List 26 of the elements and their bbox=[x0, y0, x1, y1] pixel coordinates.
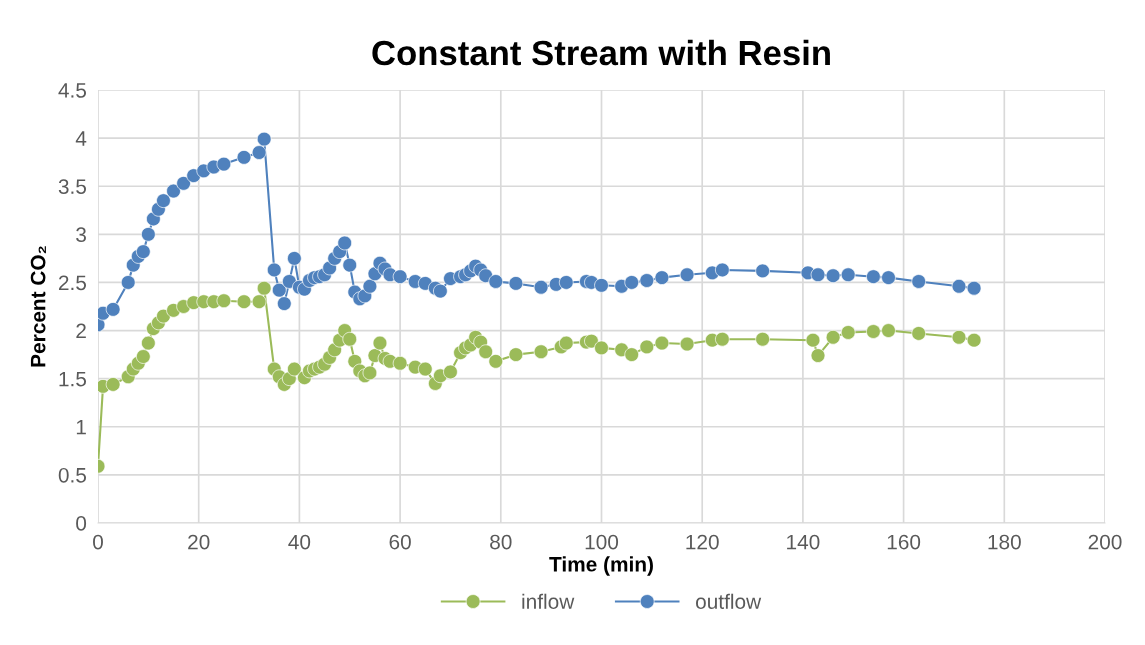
y-axis-title: Percent CO₂ bbox=[30, 246, 46, 367]
chart-title: Constant Stream with Resin bbox=[372, 39, 830, 66]
x-tick-label: 80 bbox=[490, 534, 512, 550]
x-tick-label: 20 bbox=[188, 534, 210, 550]
x-tick-label: 40 bbox=[288, 534, 311, 550]
x-tick-label: 0 bbox=[93, 534, 103, 550]
x-tick-label: 100 bbox=[585, 534, 619, 550]
y-tick-label: 3.5 bbox=[58, 179, 87, 194]
y-tick-label: 3 bbox=[76, 227, 86, 243]
y-tick-label: 1.5 bbox=[59, 371, 87, 387]
y-tick-label: 4.5 bbox=[58, 83, 87, 98]
x-tick-label: 200 bbox=[1088, 534, 1122, 550]
x-tick-label: 180 bbox=[988, 534, 1021, 550]
legend-label: outflow bbox=[696, 593, 762, 610]
y-tick-label: 2.5 bbox=[58, 275, 87, 291]
x-axis-title: Time (min) bbox=[549, 556, 653, 576]
x-tick-label: 60 bbox=[389, 534, 411, 550]
y-tick-label: 0 bbox=[76, 516, 87, 531]
y-tick-label: 2 bbox=[76, 323, 86, 339]
x-tick-label: 120 bbox=[686, 534, 719, 550]
y-tick-label: 0.5 bbox=[58, 467, 87, 483]
x-tick-label: 160 bbox=[887, 534, 921, 550]
y-tick-label: 4 bbox=[75, 131, 87, 146]
legend-label: inflow bbox=[522, 593, 575, 610]
y-tick-label: 1 bbox=[76, 419, 86, 435]
x-tick-label: 140 bbox=[787, 534, 820, 550]
